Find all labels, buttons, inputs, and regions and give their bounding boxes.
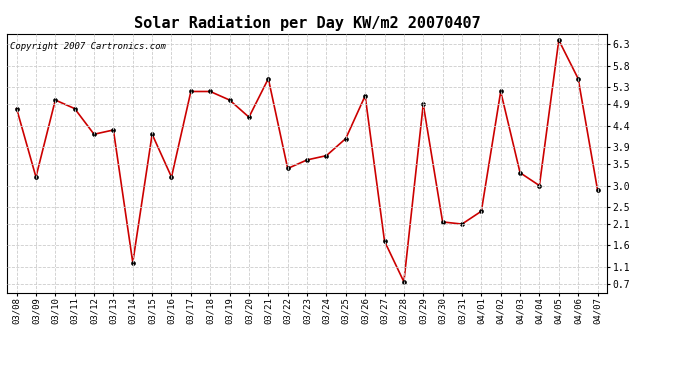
Text: Copyright 2007 Cartronics.com: Copyright 2007 Cartronics.com (10, 42, 166, 51)
Title: Solar Radiation per Day KW/m2 20070407: Solar Radiation per Day KW/m2 20070407 (134, 15, 480, 31)
